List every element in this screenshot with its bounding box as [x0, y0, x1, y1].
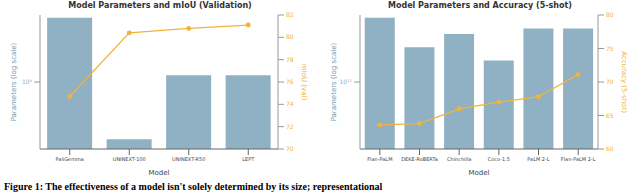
svg-text:mIoU (val): mIoU (val)	[300, 64, 308, 101]
html-text:Figure 1: The effectiveness of: Figure 1: The effectiveness of a model i…	[4, 181, 383, 192]
svg-text:70: 70	[606, 78, 614, 85]
svg-text:PaLM 2-L: PaLM 2-L	[527, 156, 550, 162]
svg-text:10⁹: 10⁹	[22, 78, 33, 85]
svg-text:65: 65	[606, 112, 614, 119]
svg-text:DEKE-RoBERTa: DEKE-RoBERTa	[401, 156, 438, 162]
html-text:Model Parameters and Accuracy: Model Parameters and Accuracy (5-shot)	[388, 1, 572, 10]
svg-text:78: 78	[286, 56, 294, 63]
svg-text:76: 76	[286, 78, 294, 85]
svg-text:74: 74	[286, 100, 294, 107]
svg-text:Model: Model	[148, 169, 169, 177]
svg-text:10¹¹: 10¹¹	[340, 78, 353, 85]
svg-text:UNINEXT-100: UNINEXT-100	[113, 156, 146, 162]
svg-text:70: 70	[286, 145, 294, 152]
svg-text:80: 80	[286, 33, 294, 40]
svg-text:UNINEXT-R50: UNINEXT-R50	[172, 156, 205, 162]
svg-text:Parameters (log scale): Parameters (log scale)	[330, 42, 338, 121]
svg-text:80: 80	[606, 11, 614, 18]
svg-text:82: 82	[286, 11, 294, 18]
svg-text:Flan-PaLM: Flan-PaLM	[367, 156, 392, 162]
svg-text:60: 60	[606, 145, 614, 152]
svg-text:Parameters (log scale): Parameters (log scale)	[10, 42, 18, 121]
svg-text:72: 72	[286, 123, 294, 130]
svg-text:Coco-1.5: Coco-1.5	[488, 156, 510, 162]
svg-text:Accuracy (5-shot): Accuracy (5-shot)	[620, 51, 628, 113]
svg-text:Model: Model	[468, 169, 489, 177]
html-text:Model Parameters and mIoU (Val: Model Parameters and mIoU (Validation)	[68, 1, 252, 10]
svg-text:Chinchilla: Chinchilla	[447, 156, 471, 162]
svg-text:75: 75	[606, 45, 614, 52]
svg-text:LEPT: LEPT	[242, 156, 255, 162]
svg-text:Flan-PaLM 2-L: Flan-PaLM 2-L	[561, 156, 596, 162]
svg-text:PaliGemma: PaliGemma	[56, 156, 84, 162]
